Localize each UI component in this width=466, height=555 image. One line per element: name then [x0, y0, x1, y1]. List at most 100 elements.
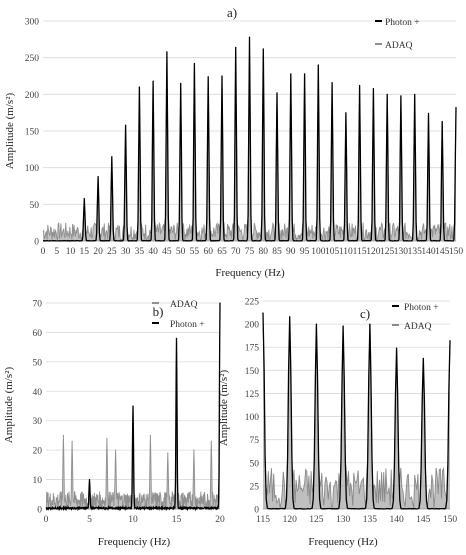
x-tick-label: 115 — [256, 515, 270, 525]
peak-point-photon — [166, 51, 168, 53]
chart-panel-c: c) 115 120 125 130 135 140 145 150 0 25 50 75 100 12… — [218, 298, 457, 549]
peak-point-photon — [369, 323, 371, 325]
peak-point-adaq — [115, 449, 117, 451]
x-tick-label: 100 — [311, 247, 326, 257]
x-tick-label: 145 — [416, 515, 431, 525]
peak-point-photon — [276, 92, 278, 94]
peak-point-photon — [449, 340, 451, 342]
x-tick-label: 95 — [300, 247, 310, 257]
peak-point-photon — [111, 156, 113, 158]
x-tick-label: 90 — [286, 247, 296, 257]
y-tick-label: 50 — [250, 459, 260, 469]
x-tick-label: 105 — [325, 247, 340, 257]
y-tick-label: 200 — [25, 91, 40, 101]
series-line-photon — [262, 312, 451, 510]
peak-point-photon — [219, 302, 221, 304]
x-tick-label: 10 — [128, 515, 138, 525]
peak-point-photon — [395, 347, 398, 349]
y-tick-label: 125 — [245, 390, 260, 400]
peak-point-photon — [125, 124, 127, 126]
y-axis-label-a: Amplitude (m/s²) — [4, 93, 16, 170]
x-tick-label: 55 — [190, 247, 200, 257]
peak-point-photon — [455, 106, 457, 109]
peak-point-photon — [175, 337, 178, 339]
peak-point-photon — [132, 405, 134, 407]
x-tick-label: 145 — [435, 247, 450, 257]
chart-panel-b: b) 0 5 10 15 20 0 10 20 30 40 50 60 70 Frequenciy (… — [3, 300, 225, 549]
y-tick-label: 20 — [33, 447, 43, 457]
legend-label-photon-a: Photon + — [385, 18, 420, 28]
peak-point-adaq — [210, 440, 212, 442]
y-tick-label: 25 — [250, 482, 260, 492]
legend-a: Photon + ADAQ — [375, 18, 420, 51]
series-area-adaq — [46, 391, 220, 509]
y-tick-label: 10 — [33, 476, 43, 486]
x-tick-label: 35 — [135, 247, 145, 257]
x-tick-label: 0 — [41, 247, 46, 257]
chart-panel-a: a) 0 5 10 15 20 25 30 35 40 45 50 55 60 65 70 75 80 85 90 9… — [4, 5, 463, 279]
x-axis-label-c: Frequency (Hz) — [308, 536, 378, 548]
x-tick-label: 10 — [66, 247, 76, 257]
y-tick-label: 60 — [33, 329, 43, 339]
legend-label-adaq-c: ADAQ — [404, 322, 432, 332]
y-tick-label: 70 — [33, 300, 43, 310]
x-tick-label: 15 — [172, 515, 182, 525]
peak-point-photon — [88, 478, 91, 481]
x-tick-label: 20 — [215, 515, 225, 525]
panel-label-b: b) — [153, 304, 164, 319]
peak-point-photon — [427, 112, 430, 114]
y-tick-label: 40 — [33, 388, 43, 398]
peak-point-photon — [400, 95, 402, 97]
peak-point-adaq — [106, 437, 108, 439]
y-tick-label: 0 — [34, 238, 39, 248]
x-tick-label: 80 — [259, 247, 269, 257]
y-axis-label-c: Amplitude (m/s²) — [218, 370, 230, 447]
peak-point-photon — [138, 86, 140, 88]
x-tick-label: 20 — [93, 247, 103, 257]
peak-point-photon — [345, 112, 347, 114]
peak-point-adaq — [149, 434, 151, 437]
x-tick-label: 50 — [176, 247, 186, 257]
x-tick-label: 85 — [272, 247, 282, 257]
x-tick-label: 70 — [231, 247, 241, 257]
x-tick-label: 5 — [54, 247, 59, 257]
peak-point-photon — [262, 312, 264, 314]
y-tick-label: 150 — [25, 128, 40, 138]
peak-point-photon — [235, 46, 237, 49]
y-tick-label: 175 — [245, 344, 260, 354]
x-tick-label: 140 — [421, 247, 436, 257]
peak-point-photon — [317, 64, 319, 66]
peak-point-adaq — [62, 434, 64, 437]
peak-point-photon — [83, 197, 85, 200]
y-tick-label: 250 — [25, 54, 40, 64]
x-tick-label: 0 — [44, 515, 49, 525]
x-tick-label: 150 — [449, 247, 464, 257]
peak-point-photon — [193, 62, 196, 65]
x-tick-label: 30 — [121, 247, 131, 257]
y-tick-label: 150 — [245, 367, 260, 377]
y-axis-label-b: Amplitude (m/s²) — [3, 367, 15, 444]
x-tick-label: 110 — [339, 247, 353, 257]
y-tick-label: 300 — [25, 18, 40, 28]
peak-point-adaq — [167, 452, 169, 454]
x-tick-label: 40 — [148, 247, 158, 257]
peak-point-photon — [207, 76, 209, 78]
y-tick-label: 0 — [37, 506, 42, 516]
legend-b: ADAQ Photon + — [152, 300, 205, 330]
y-tick-label: 0 — [254, 506, 259, 516]
x-tick-label: 130 — [336, 515, 351, 525]
peak-point-adaq — [71, 440, 73, 442]
panel-label-c: c) — [360, 306, 370, 321]
legend-label-photon-b: Photon + — [170, 320, 205, 330]
peak-point-photon — [342, 325, 344, 327]
y-tick-label: 200 — [245, 321, 260, 331]
peak-point-photon — [422, 357, 424, 359]
y-tick-label: 50 — [33, 358, 43, 368]
legend-label-adaq-b: ADAQ — [170, 300, 198, 310]
x-tick-label: 60 — [203, 247, 213, 257]
x-tick-label: 25 — [107, 247, 117, 257]
legend-c: Photon + ADAQ — [392, 303, 439, 332]
x-tick-label: 150 — [443, 515, 458, 525]
x-tick-label: 135 — [408, 247, 423, 257]
y-tick-label: 75 — [250, 436, 260, 446]
